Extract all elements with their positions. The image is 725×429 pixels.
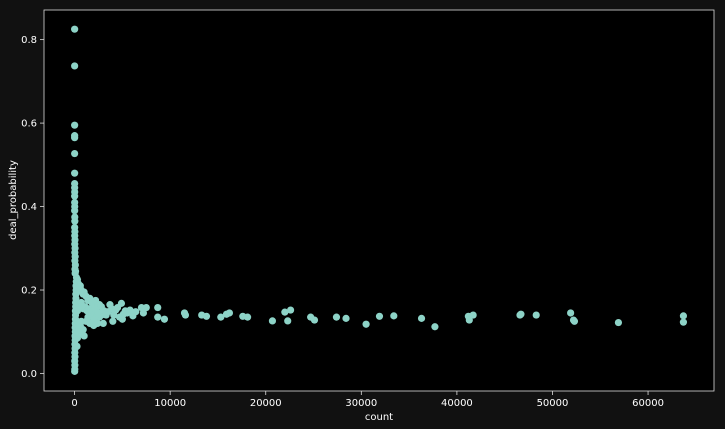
y-tick-label: 0.6 (21, 119, 37, 130)
data-point (202, 312, 211, 320)
y-axis: 0.0 0.2 0.4 0.6 0.8 (21, 35, 44, 380)
data-point (132, 308, 140, 316)
y-tick-label: 0.2 (21, 286, 37, 297)
data-point (362, 320, 370, 328)
data-point (90, 321, 98, 330)
data-point (73, 342, 81, 350)
data-point (71, 121, 79, 129)
data-points (71, 25, 688, 375)
data-point (94, 309, 103, 317)
data-point (567, 309, 575, 317)
data-point (99, 319, 107, 327)
x-tick-label: 50000 (537, 398, 569, 409)
data-point (281, 308, 289, 316)
data-point (71, 134, 79, 142)
y-tick-label: 0.0 (21, 369, 37, 380)
x-tick-label: 40000 (441, 398, 473, 409)
x-tick-label: 0 (71, 398, 77, 409)
x-tick-label: 10000 (154, 398, 186, 409)
data-point (570, 317, 579, 325)
data-point (142, 303, 150, 312)
data-point (80, 332, 88, 340)
data-point (217, 313, 225, 321)
data-point (160, 315, 169, 323)
data-point (154, 313, 162, 321)
data-point (181, 311, 190, 319)
data-point (139, 309, 148, 317)
data-point (417, 314, 426, 322)
data-point (71, 169, 79, 177)
data-point (517, 310, 525, 318)
data-point (225, 309, 234, 317)
data-point (532, 311, 540, 319)
x-axis-label: count (365, 412, 393, 423)
x-tick-label: 20000 (250, 398, 282, 409)
y-axis-label: deal_probability (8, 160, 19, 240)
data-point (465, 316, 473, 324)
data-point (71, 62, 79, 70)
data-point (375, 312, 384, 320)
data-point (332, 313, 341, 321)
data-point (109, 317, 117, 325)
y-tick-label: 0.8 (21, 35, 37, 46)
data-point (71, 149, 79, 158)
data-point (431, 323, 439, 331)
data-point (118, 315, 126, 323)
data-point (71, 25, 79, 33)
data-point (79, 326, 87, 334)
data-point (117, 299, 126, 307)
data-point (614, 318, 623, 327)
data-point (154, 303, 162, 312)
data-point (71, 217, 79, 225)
data-point (73, 334, 82, 342)
data-point (469, 311, 477, 319)
data-point (286, 306, 295, 314)
data-point (679, 312, 688, 320)
x-axis: 0 10000 20000 30000 40000 50000 60000 (71, 391, 664, 409)
data-point (390, 312, 398, 320)
data-point (243, 313, 252, 321)
data-point (71, 192, 79, 200)
data-point (342, 314, 350, 322)
plot-area (43, 9, 715, 392)
data-point (126, 306, 134, 314)
data-point (268, 317, 277, 325)
x-tick-label: 30000 (345, 398, 377, 409)
data-point (71, 207, 79, 215)
data-point (679, 318, 688, 326)
data-point (284, 317, 292, 325)
y-tick-label: 0.4 (21, 202, 37, 213)
x-tick-label: 60000 (632, 398, 664, 409)
data-point (310, 316, 319, 324)
